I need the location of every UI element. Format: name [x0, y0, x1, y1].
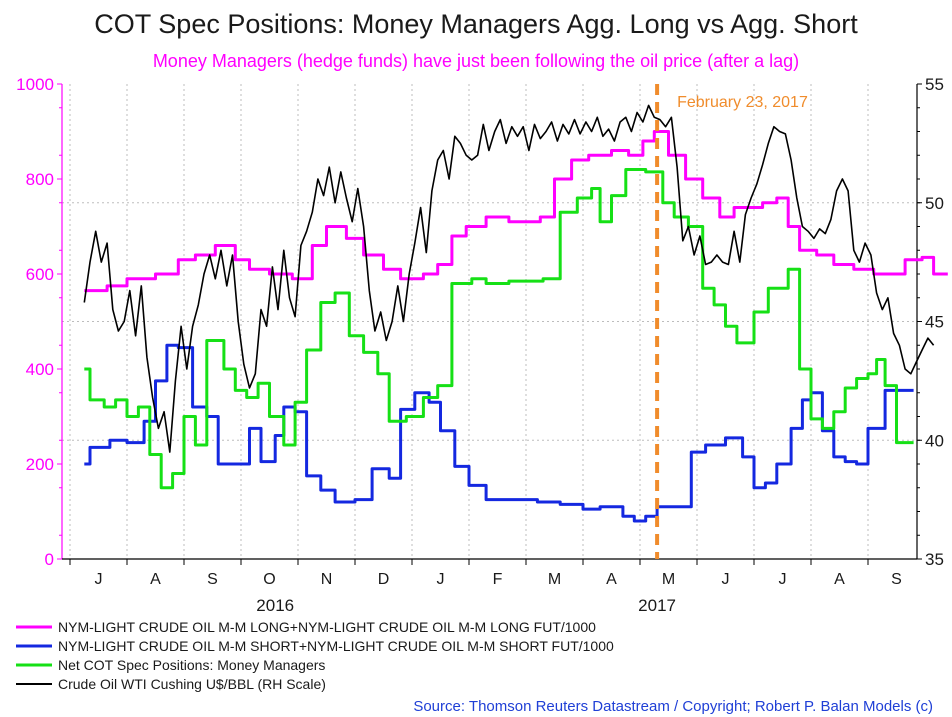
x-year-label: 2016 — [256, 596, 294, 615]
x-tick-label: J — [437, 571, 445, 588]
axes: 0 200 400 600 800 1000 35 40 45 50 55 J A S O N D J F M A M J J… — [16, 75, 944, 615]
x-tick-label: M — [548, 571, 561, 588]
x-year-label: 2017 — [638, 596, 676, 615]
series-line-1 — [84, 343, 914, 523]
x-tick-label: A — [606, 571, 617, 588]
legend-label-0: NYM-LIGHT CRUDE OIL M-M LONG+NYM-LIGHT C… — [58, 619, 596, 635]
source-note: Source: Thomson Reuters Datastream / Cop… — [413, 698, 933, 715]
left-tick-label: 1000 — [16, 75, 54, 94]
series-lines — [83, 104, 948, 523]
right-tick-label: 55 — [925, 75, 944, 94]
chart-subtitle: Money Managers (hedge funds) have just b… — [153, 51, 799, 71]
legend: NYM-LIGHT CRUDE OIL M-M LONG+NYM-LIGHT C… — [16, 619, 614, 692]
x-tick-label: A — [834, 571, 845, 588]
x-tick-label: J — [779, 571, 787, 588]
x-tick-label: M — [662, 571, 675, 588]
left-tick-label: 600 — [26, 265, 54, 284]
left-tick-label: 400 — [26, 360, 54, 379]
right-tick-label: 45 — [925, 313, 944, 332]
x-tick-label: O — [263, 571, 275, 588]
series-line-3 — [83, 104, 935, 453]
x-tick-label: A — [150, 571, 161, 588]
series-line-0 — [84, 130, 948, 293]
series-line-2 — [84, 168, 914, 490]
chart-title: COT Spec Positions: Money Managers Agg. … — [94, 9, 858, 39]
left-tick-label: 200 — [26, 455, 54, 474]
x-tick-label: D — [378, 571, 390, 588]
grid — [62, 84, 917, 559]
legend-label-1: NYM-LIGHT CRUDE OIL M-M SHORT+NYM-LIGHT … — [58, 638, 614, 654]
right-tick-label: 40 — [925, 431, 944, 450]
right-tick-label: 35 — [925, 550, 944, 569]
right-tick-label: 50 — [925, 194, 944, 213]
x-tick-label: S — [891, 571, 902, 588]
x-tick-label: J — [95, 571, 103, 588]
left-tick-label: 800 — [26, 170, 54, 189]
legend-label-2: Net COT Spec Positions: Money Managers — [58, 657, 325, 673]
annotation-label: February 23, 2017 — [677, 94, 808, 111]
x-tick-label: F — [493, 571, 503, 588]
x-tick-label: J — [722, 571, 730, 588]
x-tick-label: S — [207, 571, 218, 588]
legend-label-3: Crude Oil WTI Cushing U$/BBL (RH Scale) — [58, 676, 326, 692]
annotation-layer: February 23, 2017 — [655, 84, 808, 559]
left-tick-label: 0 — [45, 550, 54, 569]
x-tick-label: N — [321, 571, 333, 588]
